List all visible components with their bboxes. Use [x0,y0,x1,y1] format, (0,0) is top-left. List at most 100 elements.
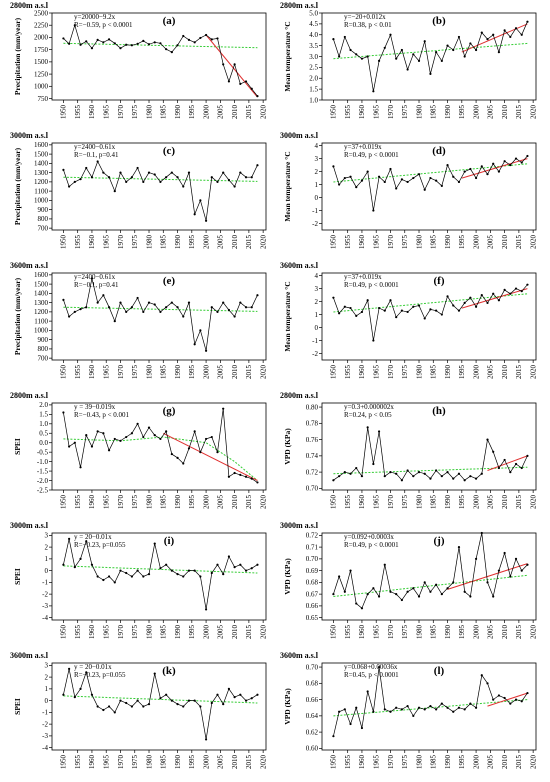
y-tick-label: 700 [38,354,49,362]
data-point [68,185,71,188]
data-point [514,557,518,560]
panel-letter: (k) [162,665,176,677]
x-tick-label: 1970 [117,235,125,250]
trend-line [163,432,258,481]
data-point [412,475,415,478]
data-point [107,176,111,179]
data-point [136,699,139,702]
data-point [142,39,145,42]
data-point [509,702,512,705]
data-point [412,305,415,308]
x-tick-label: 1980 [415,235,423,250]
y-tick-label: 1200 [34,178,49,186]
data-point [395,57,398,60]
data-point [142,180,145,183]
data-point [383,708,386,711]
data-point [400,309,403,312]
x-tick-label: 1960 [358,105,366,120]
data-point [79,177,82,181]
data-point [389,167,392,171]
data-point [440,702,443,705]
data-point [469,475,472,478]
data-point [366,55,369,58]
trend-line [487,692,528,707]
x-tick-label: 2015 [245,105,253,120]
data-point [187,699,191,702]
x-tick-label: 1990 [444,495,452,510]
data-point [102,432,105,435]
data-point [429,72,432,75]
panel-title: 3600m a.s.l [10,261,49,270]
data-point [457,472,461,475]
data-point [435,51,438,54]
y-tick-label: -2 [312,220,318,228]
data-point [68,42,71,45]
data-point [256,563,259,566]
data-point [62,693,65,696]
data-point [338,55,341,58]
y-tick-label: -0.5 [37,448,49,456]
data-point [107,705,111,708]
data-point [256,693,259,696]
y-tick-label: 0.67 [306,590,319,598]
x-tick-label: 2000 [472,495,480,510]
panel-letter: (i) [164,535,175,547]
data-point [107,449,111,452]
data-point [412,587,415,590]
data-point [469,167,472,171]
data-point [256,94,259,98]
x-tick-label: 2010 [231,235,239,250]
data-point [142,705,145,708]
data-point [142,310,145,313]
data-point [349,569,352,572]
data-point [73,565,76,569]
y-tick-label: 4 [315,142,319,150]
data-point [520,569,523,572]
data-point [429,477,432,480]
data-point [136,569,139,572]
data-point [486,682,489,685]
panel-title: 2800m a.s.l [280,1,319,10]
data-point [176,573,179,576]
data-point [452,175,455,178]
data-point [113,320,116,323]
data-point [79,466,82,469]
x-tick-label: 1970 [117,365,125,380]
x-tick-label: 2005 [217,755,225,770]
data-point [429,308,432,311]
data-line [63,160,258,221]
x-tick-label: 1980 [145,495,153,510]
x-tick-label: 2010 [231,495,239,510]
y-tick-label: 2000 [34,34,49,42]
y-tick-label: 3 [45,662,49,670]
y-tick-label: 2.0 [39,401,48,409]
y-tick-label: 3 [45,532,49,540]
data-point [446,295,449,298]
data-point [457,35,461,39]
data-point [423,317,426,320]
data-point [509,471,512,474]
data-point [210,571,213,575]
x-tick-label: 2015 [515,625,523,640]
data-point [85,306,88,309]
trend-line [63,436,258,481]
x-tick-label: 2000 [472,625,480,640]
equation: y=37+0.019x [344,143,382,151]
x-tick-label: 1985 [430,625,438,640]
y-tick-label: 0.66 [306,696,319,704]
data-point [130,306,133,309]
stats: R=0.49, p < 0.0001 [344,281,399,289]
y-tick-label: 1300 [34,299,49,307]
data-point [119,47,122,50]
x-tick-label: 1950 [60,495,68,510]
data-point [130,432,133,435]
data-point [355,314,358,317]
data-point [227,687,231,690]
data-point [239,563,242,566]
x-tick-label: 2010 [231,105,239,120]
data-point [136,166,139,170]
plot-frame [321,532,537,621]
data-point [256,294,259,297]
data-point [136,422,139,425]
data-point [119,569,122,572]
